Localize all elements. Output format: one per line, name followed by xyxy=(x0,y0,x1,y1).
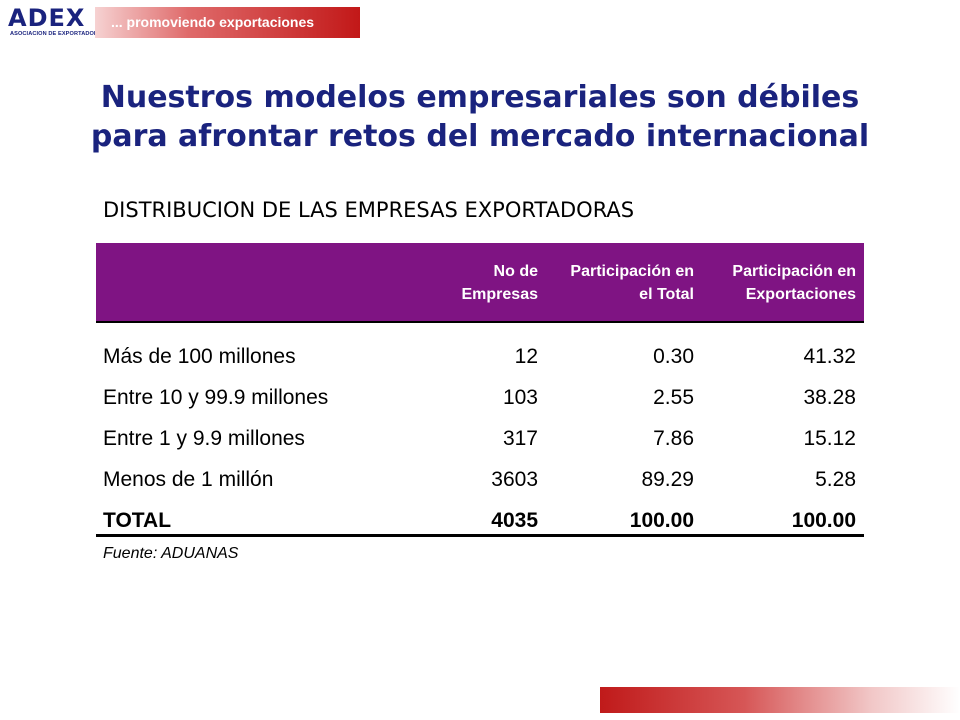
slogan-banner: ... promoviendo exportaciones xyxy=(95,7,360,38)
header-cell-participacion-total: Participación en el Total xyxy=(546,243,702,322)
table-header-row: No de Empresas Participación en el Total… xyxy=(96,243,864,322)
table-row: Entre 10 y 99.9 millones 103 2.55 38.28 xyxy=(96,377,864,418)
table-row: Más de 100 millones 12 0.30 41.32 xyxy=(96,322,864,377)
table-bottom-rule xyxy=(96,534,864,537)
row-label: Menos de 1 millón xyxy=(103,467,274,491)
table-header-rule xyxy=(96,321,864,323)
header-participacion-exportaciones-line-1: Participación en xyxy=(732,262,856,280)
header-empresas-line-1: No de xyxy=(493,262,538,280)
decorative-footer-bar xyxy=(600,687,960,713)
cell-participacion-total: 0.30 xyxy=(653,344,694,368)
cell-participacion-total: 2.55 xyxy=(653,385,694,409)
total-row: TOTAL 4035 100.00 100.00 xyxy=(96,500,864,541)
cell-participacion-exportaciones: 41.32 xyxy=(803,344,856,368)
header-participacion-total-line-2: el Total xyxy=(639,285,694,303)
title-line-1: Nuestros modelos empresariales son débil… xyxy=(100,80,860,115)
cell-empresas: 317 xyxy=(502,426,538,450)
total-participacion-exportaciones: 100.00 xyxy=(791,508,856,532)
title-line-2: para afrontar retos del mercado internac… xyxy=(90,119,870,154)
row-label: Entre 1 y 9.9 millones xyxy=(103,426,305,450)
header-cell-empresas: No de Empresas xyxy=(388,243,546,322)
cell-participacion-exportaciones: 5.28 xyxy=(815,467,856,491)
total-empresas: 4035 xyxy=(491,508,538,532)
header-participacion-total-line-1: Participación en xyxy=(570,262,694,280)
distribution-table: No de Empresas Participación en el Total… xyxy=(96,243,864,541)
total-participacion-total: 100.00 xyxy=(629,508,694,532)
cell-empresas: 12 xyxy=(514,344,538,368)
header-cell-participacion-exportaciones: Participación en Exportaciones xyxy=(702,243,864,322)
header-participacion-exportaciones-line-2: Exportaciones xyxy=(745,285,856,303)
header-cell-label xyxy=(96,243,388,322)
row-label: Más de 100 millones xyxy=(103,344,296,368)
cell-empresas: 3603 xyxy=(491,467,538,491)
cell-participacion-exportaciones: 15.12 xyxy=(803,426,856,450)
logo-subtitle: ASOCIACION DE EXPORTADORES xyxy=(10,31,106,37)
cell-participacion-total: 89.29 xyxy=(641,467,694,491)
cell-empresas: 103 xyxy=(502,385,538,409)
total-label: TOTAL xyxy=(103,508,172,532)
table-row: Entre 1 y 9.9 millones 317 7.86 15.12 xyxy=(96,418,864,459)
table-row: Menos de 1 millón 3603 89.29 5.28 xyxy=(96,459,864,500)
logo-text: ADEX xyxy=(8,4,86,32)
source-note: Fuente: ADUANAS xyxy=(103,545,239,562)
header-empresas-line-2: Empresas xyxy=(461,285,539,303)
cell-participacion-exportaciones: 38.28 xyxy=(803,385,856,409)
cell-participacion-total: 7.86 xyxy=(653,426,694,450)
row-label: Entre 10 y 99.9 millones xyxy=(103,385,329,409)
adex-logo: ADEX ASOCIACION DE EXPORTADORES xyxy=(8,4,106,40)
slide-title: Nuestros modelos empresariales son débil… xyxy=(0,78,960,156)
table-top-rule xyxy=(96,243,864,244)
table-title: DISTRIBUCION DE LAS EMPRESAS EXPORTADORA… xyxy=(103,198,635,222)
